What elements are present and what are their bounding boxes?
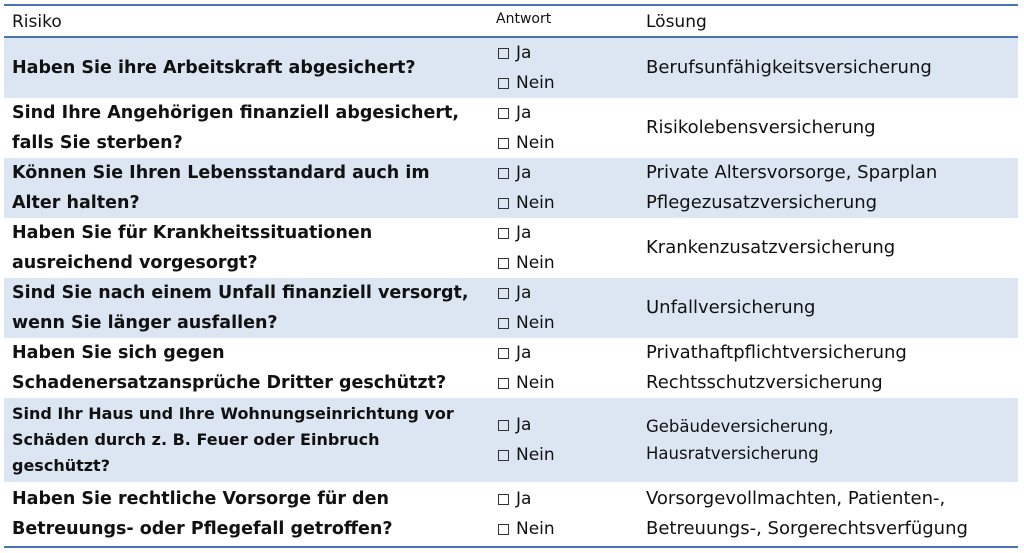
checkbox-icon [498,523,509,535]
yes-checkbox[interactable]: Ja [496,484,626,514]
yes-checkbox[interactable]: Ja [496,410,626,440]
checkbox-icon [498,317,509,329]
checkbox-icon [498,77,509,89]
no-label: Nein [516,313,555,333]
checkbox-icon [498,419,509,431]
header-answer: Antwort [496,11,552,27]
yes-label: Ja [516,415,532,435]
table-row: Sind Ihr Haus und Ihre Wohnungseinrichtu… [4,398,1018,482]
yes-label: Ja [516,223,532,243]
table-row: Können Sie Ihren Lebensstandard auch im … [4,158,1018,218]
table-row: Haben Sie sich gegen Schadenersatzansprü… [4,338,1018,398]
table-row: Haben Sie ihre Arbeitskraft abgesichert?… [4,38,1018,98]
checkbox-icon [498,377,509,389]
answer-options: Ja Nein [496,38,626,98]
table-row: Sind Sie nach einem Unfall finanziell ve… [4,278,1018,338]
yes-checkbox[interactable]: Ja [496,98,626,128]
yes-label: Ja [516,343,532,363]
no-label: Nein [516,445,555,465]
checkbox-icon [498,47,509,59]
no-checkbox[interactable]: Nein [496,128,626,158]
no-label: Nein [516,73,555,93]
header-solution: Lösung [646,12,707,32]
header-risk: Risiko [12,12,62,32]
checkbox-icon [498,167,509,179]
question-text: Haben Sie ihre Arbeitskraft abgesichert? [12,58,416,78]
yes-checkbox[interactable]: Ja [496,338,626,368]
no-label: Nein [516,519,555,539]
yes-checkbox[interactable]: Ja [496,158,626,188]
no-checkbox[interactable]: Nein [496,440,626,470]
no-checkbox[interactable]: Nein [496,514,626,544]
yes-label: Ja [516,103,532,123]
yes-checkbox[interactable]: Ja [496,218,626,248]
table-row: Haben Sie rechtliche Vorsorge für den Be… [4,482,1018,548]
answer-options: Ja Nein [496,482,626,546]
answer-options: Ja Nein [496,398,626,482]
solution-text: Berufsunfähigkeitsversicherung [646,57,932,78]
no-checkbox[interactable]: Nein [496,368,626,398]
no-checkbox[interactable]: Nein [496,188,626,218]
no-checkbox[interactable]: Nein [496,248,626,278]
solution-text: Risikolebensversicherung [646,117,876,138]
question-text: Sind Ihre Angehörigen finanziell abgesic… [12,103,460,153]
checkbox-icon [498,287,509,299]
no-label: Nein [516,253,555,273]
answer-options: Ja Nein [496,98,626,158]
answer-options: Ja Nein [496,338,626,398]
yes-label: Ja [516,43,532,63]
checkbox-icon [498,227,509,239]
solution-text: Krankenzusatzversicherung [646,237,896,258]
yes-label: Ja [516,163,532,183]
no-checkbox[interactable]: Nein [496,68,626,98]
yes-checkbox[interactable]: Ja [496,38,626,68]
table-row: Sind Ihre Angehörigen finanziell abgesic… [4,98,1018,158]
yes-label: Ja [516,489,532,509]
checkbox-icon [498,449,509,461]
no-checkbox[interactable]: Nein [496,308,626,338]
no-label: Nein [516,193,555,213]
checkbox-icon [498,107,509,119]
question-text: Können Sie Ihren Lebensstandard auch im … [12,163,430,213]
answer-options: Ja Nein [496,218,626,278]
question-text: Haben Sie rechtliche Vorsorge für den Be… [12,489,393,539]
question-text: Haben Sie für Krankheitssituationen ausr… [12,223,373,273]
checkbox-icon [498,197,509,209]
risk-table: Risiko Antwort Lösung Haben Sie ihre Arb… [4,4,1018,548]
no-label: Nein [516,373,555,393]
question-text: Sind Sie nach einem Unfall finanziell ve… [12,283,469,333]
no-label: Nein [516,133,555,153]
solution-text: Gebäudeversicherung, Hausratversicherung [646,417,834,463]
checkbox-icon [498,493,509,505]
solution-text: Private Altersvorsorge, Sparplan Pflegez… [646,162,938,213]
answer-options: Ja Nein [496,158,626,218]
table-header: Risiko Antwort Lösung [4,4,1018,38]
checkbox-icon [498,347,509,359]
checkbox-icon [498,257,509,269]
question-text: Sind Ihr Haus und Ihre Wohnungseinrichtu… [12,404,454,475]
question-text: Haben Sie sich gegen Schadenersatzansprü… [12,343,447,393]
solution-text: Vorsorgevollmachten, Patienten-, Betreuu… [646,488,968,539]
checkbox-icon [498,137,509,149]
solution-text: Unfallversicherung [646,297,816,318]
solution-text: Privathaftpflichtversicherung Rechtsschu… [646,342,907,393]
table-row: Haben Sie für Krankheitssituationen ausr… [4,218,1018,278]
yes-label: Ja [516,283,532,303]
answer-options: Ja Nein [496,278,626,338]
yes-checkbox[interactable]: Ja [496,278,626,308]
